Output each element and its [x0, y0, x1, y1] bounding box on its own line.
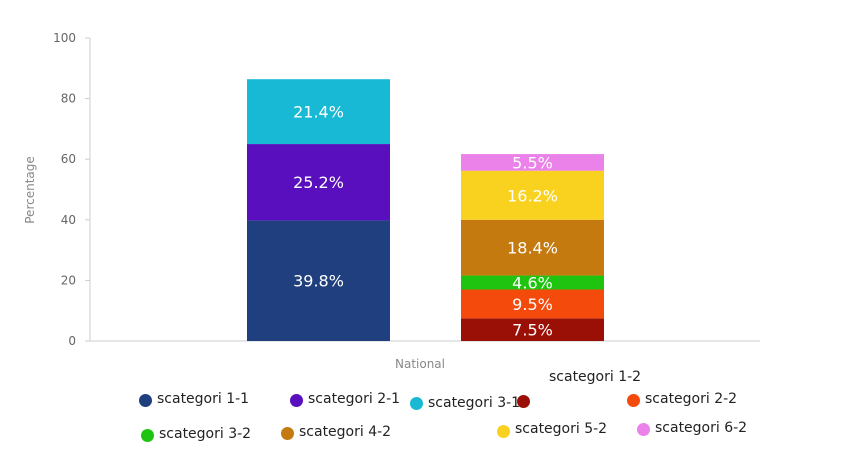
legend-marker-icon [517, 394, 530, 408]
legend-marker-icon [141, 428, 154, 442]
bar-segment [461, 275, 604, 290]
data-label: 7.5% [512, 321, 553, 340]
y-tick-label: 80 [61, 92, 76, 106]
bar-segment [247, 79, 390, 145]
legend-label: scategori 3-1 [428, 395, 521, 411]
data-label: 39.8% [293, 272, 344, 291]
y-tick-label: 60 [61, 152, 76, 166]
legend-item[interactable]: scategori 1-2 [517, 369, 641, 409]
legend-label: scategori 1-1 [157, 391, 250, 407]
legend-item[interactable]: scategori 3-1 [410, 395, 520, 411]
bar-segment [247, 220, 390, 341]
data-label: 21.4% [293, 103, 344, 122]
legend-label: scategori 3-2 [159, 426, 252, 442]
y-tick-label: 40 [61, 213, 76, 227]
legend-marker-icon [290, 393, 303, 407]
legend-item[interactable]: scategori 1-1 [139, 391, 250, 408]
y-tick-label: 0 [68, 334, 76, 348]
legend-marker-icon [637, 422, 650, 436]
bar-segment [461, 154, 604, 171]
legend-item[interactable]: scategori 4-2 [281, 424, 392, 441]
legend-label: scategori 2-1 [308, 391, 401, 407]
legend-item[interactable]: scategori 2-2 [627, 391, 738, 408]
y-tick-label: 100 [53, 31, 76, 45]
data-label: 4.6% [512, 274, 553, 293]
bar-segment [461, 318, 604, 341]
y-tick-label: 20 [61, 273, 76, 287]
bars-group: 39.8% 25.2% 21.4% 7.5% 9.5% 4.6% 18.4% 16.2% 5.5… [247, 79, 604, 341]
legend-label: scategori 6-2 [655, 420, 748, 436]
bar-segment [461, 170, 604, 220]
legend-label: scategori 5-2 [515, 421, 608, 437]
legend-item[interactable]: scategori 6-2 [637, 420, 748, 437]
legend-item[interactable]: scategori 2-1 [290, 391, 401, 408]
legend-label: scategori 2-2 [645, 391, 738, 407]
legend-item[interactable]: scategori 5-2 [497, 421, 608, 439]
y-axis-title: Percentage [23, 156, 37, 224]
data-label: 16.2% [507, 186, 558, 205]
data-label: 18.4% [507, 239, 558, 258]
x-category-label: National [395, 357, 445, 371]
data-label: 5.5% [512, 153, 553, 172]
legend-marker-icon [410, 396, 423, 410]
legend-marker-icon [139, 393, 152, 407]
legend-marker-icon [497, 424, 510, 438]
legend-marker-icon [281, 426, 294, 440]
bar-segment [461, 219, 604, 276]
bar-segment [461, 289, 604, 319]
legend-item[interactable]: scategori 3-2 [141, 426, 252, 443]
data-label: 25.2% [293, 173, 344, 192]
legend-label: scategori 4-2 [299, 424, 392, 440]
legend-marker-icon [627, 393, 640, 407]
y-axis-ticks: 0 20 40 60 80 100 [53, 31, 90, 348]
bar-segment [247, 144, 390, 221]
data-label: 9.5% [512, 295, 553, 314]
legend-label: scategori 1-2 [549, 369, 642, 385]
